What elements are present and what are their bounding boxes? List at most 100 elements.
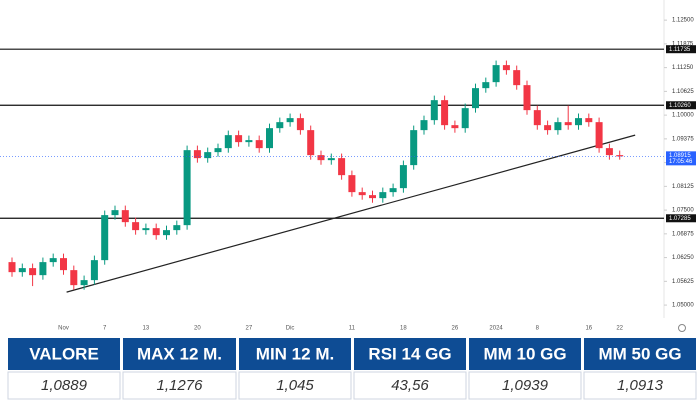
candle-body [266,128,273,149]
candle-body [472,88,479,109]
candle-body [111,210,119,216]
y-tick-label: 1.10625 [672,89,694,95]
candle-body [245,140,253,143]
candle-body [430,100,438,121]
level-label: 1.10260 [669,103,691,109]
table-value: 1,0889 [41,377,88,394]
x-tick-label: Dic [286,326,295,332]
candle-body [461,108,469,129]
y-tick-label: 1.06875 [672,231,694,237]
candle-body [544,125,552,131]
candle-body [605,148,613,156]
x-tick-label: 13 [143,326,150,332]
candle-body [317,155,325,161]
y-tick-label: 1.07500 [672,208,694,214]
candle-body [585,118,593,123]
candle-body [348,175,356,193]
candle-body [575,118,582,126]
candle-body [616,155,624,157]
table-cell [468,371,582,400]
table-header: MM 10 GG [483,344,566,363]
table-header: MM 50 GG [598,344,681,363]
candle-body [420,120,428,131]
candle-body [163,230,170,236]
candle-body [358,192,366,196]
candle-body [255,140,263,149]
y-tick-label: 1.11875 [672,41,694,47]
candle-body [224,135,232,149]
candle-body [523,85,531,111]
table-cell [238,371,352,400]
y-tick-label: 1.12500 [672,18,694,24]
candle-body [49,258,57,263]
table-cell [583,371,697,400]
level-tag [666,101,696,110]
table-header: VALORE [29,344,99,363]
table-header-cell [8,338,120,370]
current-price-tag [666,151,696,166]
x-tick-label: 2024 [489,326,503,332]
table-header-cell [469,338,581,370]
candle-body [152,228,160,236]
settings-icon[interactable] [678,324,686,332]
y-tick-label: 1.11250 [672,65,694,71]
candle-body [554,122,562,131]
table-header-cell [239,338,351,370]
candle-body [80,280,88,286]
candle-body [410,130,418,166]
candle-body [183,150,191,226]
table-header-cell [354,338,466,370]
table-header-cell [123,338,236,370]
candle-body [173,225,181,231]
y-tick-label: 1.06250 [672,255,694,261]
candle-body [60,258,67,271]
level-tag [666,45,696,54]
candle-body [286,118,294,123]
candle-body [296,118,304,131]
y-tick-label: 1.05625 [672,279,694,285]
candle-body [441,100,449,126]
candle-body [595,122,603,149]
candle-body [533,110,541,126]
table-value: 1,045 [276,377,314,394]
table-header: MAX 12 M. [137,344,222,363]
candle-body [121,210,129,223]
candle-body [327,158,335,161]
candle-body [564,122,572,126]
x-tick-label: 20 [194,326,201,332]
x-tick-label: 22 [616,326,623,332]
candle-body [338,158,346,176]
x-tick-label: 18 [400,326,407,332]
table-cell [353,371,467,400]
table-cell [122,371,237,400]
candle-body [90,260,98,281]
candle-body [369,195,376,199]
candle-body [276,122,284,129]
level-tag [666,214,696,223]
x-tick-label: 16 [585,326,592,332]
candle-body [142,228,150,231]
candle-body [492,65,500,83]
table-cell [7,371,121,400]
level-label: 1.07285 [669,216,691,222]
table-value: 1,1276 [157,377,204,394]
x-tick-label: Nov [58,326,69,332]
candle-body [101,215,109,261]
table-header: MIN 12 M. [256,344,334,363]
table-value: 1,0913 [617,377,664,394]
level-label: 1.11735 [669,47,691,53]
candle-body [513,70,521,86]
candle-body [29,268,37,276]
x-tick-label: 8 [536,326,540,332]
table-header: RSI 14 GG [368,344,451,363]
candle-body [482,82,490,89]
y-tick-label: 1.05000 [672,303,694,309]
candle-body [8,262,16,273]
x-tick-label: 26 [452,326,459,332]
trendline [66,134,636,293]
candle-body [379,192,387,199]
candle-body [70,270,78,286]
candle-body [399,165,407,189]
table-value: 43,56 [391,377,429,394]
